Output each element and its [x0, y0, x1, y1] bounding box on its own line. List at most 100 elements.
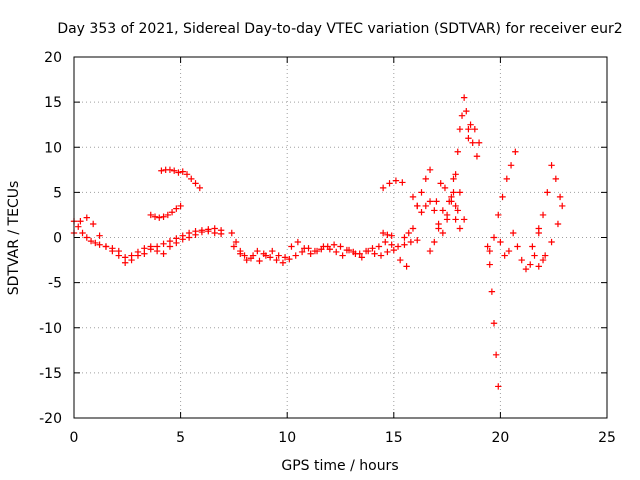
data-point: [266, 254, 274, 261]
data-point: [484, 243, 491, 250]
data-point: [439, 207, 447, 214]
data-point: [431, 207, 438, 214]
data-point: [463, 107, 470, 115]
data-point: [471, 126, 479, 133]
data-point: [294, 238, 302, 246]
data-point: [337, 243, 344, 250]
data-point: [275, 252, 282, 259]
data-point: [499, 193, 506, 201]
data-point: [183, 171, 191, 178]
x-axis-label: GPS time / hours: [281, 458, 398, 474]
data-point: [541, 252, 549, 259]
data-point: [529, 243, 536, 250]
data-point: [450, 175, 457, 183]
x-tick-label: 5: [176, 430, 185, 446]
data-point: [426, 247, 434, 255]
data-point: [147, 211, 154, 219]
data-point: [554, 220, 562, 228]
data-point: [559, 202, 566, 210]
data-point: [254, 247, 261, 255]
data-point: [128, 256, 135, 264]
data-point: [382, 238, 389, 246]
data-point: [460, 94, 468, 101]
data-point: [269, 247, 276, 255]
data-point: [488, 288, 496, 295]
data-point: [301, 245, 308, 252]
data-point: [330, 241, 338, 248]
data-point: [384, 231, 391, 238]
data-point: [443, 216, 451, 223]
data-point: [379, 229, 387, 237]
data-point: [358, 254, 366, 261]
data-point: [490, 320, 498, 327]
data-point: [505, 247, 513, 255]
data-point: [388, 232, 395, 239]
data-point: [75, 223, 82, 230]
data-point: [422, 202, 429, 210]
data-point: [83, 214, 90, 221]
data-point: [115, 252, 122, 259]
data-point: [168, 209, 176, 216]
data-point: [141, 245, 148, 252]
data-point: [83, 234, 90, 241]
data-point: [456, 189, 464, 196]
data-point: [452, 216, 459, 223]
y-tick-label: 0: [53, 231, 62, 247]
data-point: [422, 175, 429, 183]
y-tick-label: 20: [44, 50, 62, 66]
data-point: [552, 175, 560, 183]
data-point: [426, 198, 434, 205]
data-point: [281, 254, 289, 261]
data-point: [454, 207, 461, 214]
data-point: [377, 252, 385, 259]
data-point: [345, 246, 353, 254]
data-point: [262, 252, 270, 259]
series-arc-6: [379, 229, 395, 239]
data-point: [509, 229, 517, 237]
data-point: [371, 250, 378, 257]
data-point: [452, 171, 459, 178]
data-point: [175, 169, 182, 176]
data-point: [147, 243, 154, 250]
data-point: [437, 180, 444, 187]
series-arc-12: [450, 94, 472, 196]
tick-layer: 0 5 10 15 20 25 -20 -15 -10 -5 0 5 10 15 20: [39, 50, 616, 446]
data-point: [388, 241, 395, 248]
data-point: [450, 189, 457, 196]
data-point: [158, 167, 165, 174]
data-point: [230, 243, 238, 250]
data-point: [394, 243, 402, 250]
data-point: [556, 193, 564, 201]
series-arc-7: [379, 177, 406, 192]
x-tick-label: 10: [278, 430, 296, 446]
data-point: [456, 225, 464, 232]
data-point: [507, 162, 515, 169]
data-point: [433, 198, 440, 205]
data-point: [390, 246, 397, 254]
data-point: [492, 351, 500, 359]
data-point: [273, 256, 280, 264]
y-axis-label: SDTVAR / TECUs: [6, 181, 22, 296]
data-point: [448, 193, 455, 201]
data-point: [386, 180, 393, 187]
y-tick-label: 5: [53, 185, 62, 201]
data-point: [185, 234, 193, 241]
data-point: [435, 225, 442, 232]
data-point: [173, 205, 180, 212]
data-point: [409, 225, 417, 232]
data-point: [439, 229, 447, 237]
plot-area: [70, 94, 566, 390]
x-tick-label: 0: [70, 430, 79, 446]
data-point: [307, 250, 314, 257]
data-point: [87, 237, 95, 245]
data-point: [192, 231, 199, 238]
data-point: [228, 229, 235, 237]
data-point: [241, 252, 248, 259]
data-point: [320, 243, 327, 250]
data-point: [160, 250, 167, 257]
y-tick-label: 10: [44, 140, 62, 156]
data-point: [156, 214, 163, 221]
data-point: [473, 153, 481, 160]
data-point: [548, 238, 555, 246]
